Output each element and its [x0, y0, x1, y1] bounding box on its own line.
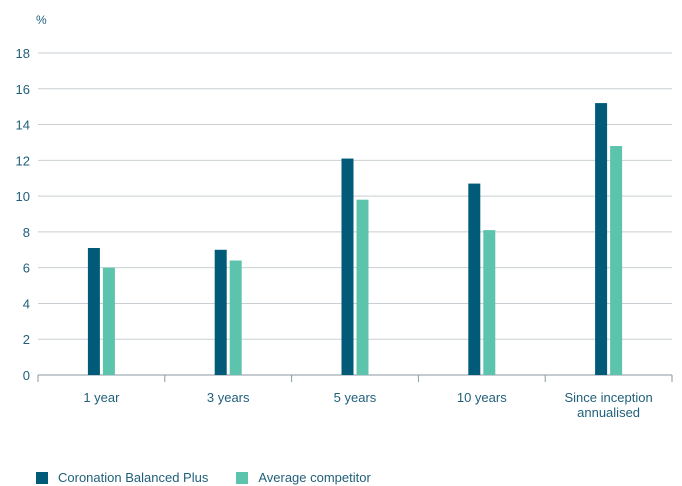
x-tick-label: 1 year [83, 390, 120, 405]
y-tick-label: 18 [16, 46, 30, 61]
bar-series-2 [102, 267, 115, 375]
legend-item-series-2: Average competitor [236, 470, 371, 485]
y-tick-label: 4 [23, 296, 30, 311]
bar-series-2 [610, 146, 623, 375]
y-tick-label: 0 [23, 368, 30, 383]
bar-series-2 [483, 230, 496, 375]
bar-series-1 [468, 183, 481, 375]
legend-item-series-1: Coronation Balanced Plus [36, 470, 208, 485]
x-tick-label: Since inception annualised [565, 390, 653, 420]
x-tick-label: 5 years [334, 390, 377, 405]
y-tick-label: 14 [16, 118, 30, 133]
bar-series-1 [214, 249, 227, 375]
x-tick-label: 10 years [457, 390, 507, 405]
legend-swatch-series-1 [36, 471, 48, 484]
legend: Coronation Balanced Plus Average competi… [36, 470, 399, 485]
y-tick-labels: 0 2 4 6 8 10 12 14 16 18 [16, 46, 30, 383]
bar-series-1 [341, 158, 354, 375]
bars [87, 103, 623, 375]
y-tick-label: 16 [16, 82, 30, 97]
legend-label-series-2: Average competitor [258, 470, 371, 485]
bar-series-2 [229, 260, 242, 375]
y-tick-label: 12 [16, 153, 30, 168]
legend-swatch-series-2 [236, 471, 249, 484]
x-tick-label: 3 years [207, 390, 250, 405]
y-axis-label: % [36, 13, 47, 27]
x-axis: 1 year 3 years 5 years 10 years Since incept… [37, 375, 673, 420]
legend-label-series-1: Coronation Balanced Plus [58, 470, 209, 485]
y-tick-label: 6 [23, 261, 30, 276]
y-tick-label: 10 [16, 189, 30, 204]
gridlines [38, 52, 672, 376]
bar-series-1 [87, 247, 100, 375]
bar-series-2 [356, 199, 369, 375]
y-tick-label: 2 [23, 332, 30, 347]
bar-series-1 [595, 103, 608, 375]
y-tick-label: 8 [23, 225, 30, 240]
